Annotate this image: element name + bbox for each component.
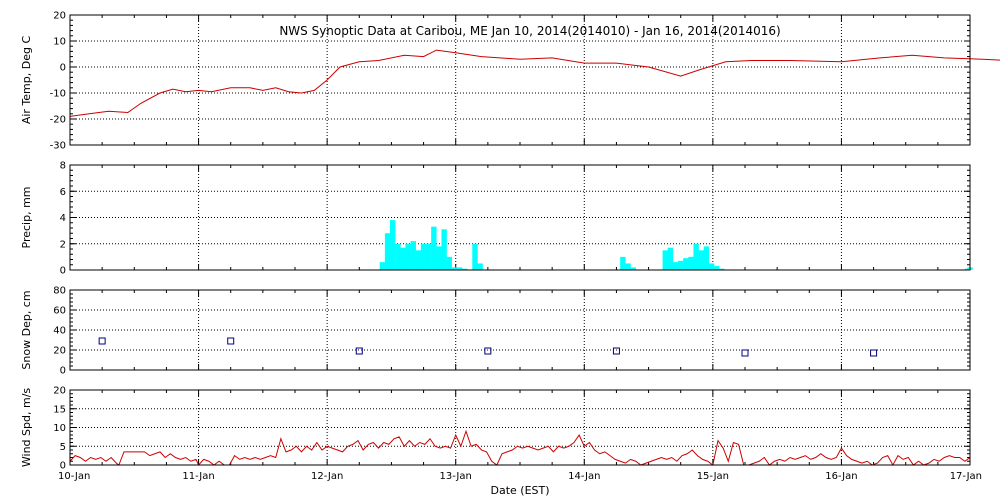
precip-bar	[625, 263, 631, 270]
precip-bar	[462, 268, 468, 270]
snow-point	[227, 337, 235, 345]
precip-bar	[662, 250, 668, 270]
y-tick-label: 40	[53, 326, 66, 337]
snow-point	[355, 347, 363, 355]
x-tick-label: 13-Jan	[440, 471, 472, 482]
precip-bar	[667, 247, 674, 270]
precip-bar	[379, 262, 386, 270]
precip-bar	[472, 243, 478, 270]
precip-bar	[683, 258, 689, 270]
y-tick-label: 10	[53, 423, 66, 434]
y-tick-label: 0	[60, 63, 66, 74]
panel-frame	[69, 289, 971, 371]
precip-bar	[698, 250, 704, 270]
panel-3: 0 20 40 60 80 Snow Dep, cm	[20, 286, 971, 377]
snow-point	[741, 349, 749, 357]
series-line	[69, 429, 971, 467]
panel-1: -30 -20 -10 0 10 20 Air Temp, Deg C	[20, 11, 1000, 152]
precip-bar	[446, 256, 452, 270]
y-tick-label: 6	[60, 187, 66, 198]
precip-bar	[678, 260, 684, 270]
panel-frame	[69, 164, 971, 271]
y-tick-label: -30	[50, 141, 66, 152]
x-axis-label: Date (EST)	[490, 484, 549, 497]
precip-bar	[456, 267, 463, 270]
x-tick-labels: 10-Jan 11-Jan 12-Jan 13-Jan 14-Jan 15-Jan 16-J…	[58, 471, 982, 482]
y-tick-label: 5	[60, 442, 66, 453]
x-tick-label: 10-Jan	[58, 471, 90, 482]
precip-bar	[395, 243, 401, 270]
snow-point	[612, 347, 620, 355]
precip-bar	[714, 266, 720, 270]
y-tick-label: 20	[53, 346, 66, 357]
y-tick-label: 60	[53, 306, 66, 317]
precip-bar	[400, 247, 406, 270]
precip-bar	[431, 226, 437, 270]
y-tick-label: 0	[60, 366, 66, 377]
x-tick-label: 14-Jan	[568, 471, 600, 482]
panels-group: -30 -20 -10 0 10 20 Air Temp, Deg C 0 2 4 6 8 Precip…	[20, 11, 1000, 472]
snow-point	[98, 337, 106, 345]
precip-bar	[703, 246, 710, 270]
precip-bar	[708, 263, 715, 270]
precip-bar	[477, 263, 483, 270]
precip-bar	[390, 220, 396, 270]
y-tick-label: -20	[50, 115, 66, 126]
y-tick-label: 2	[60, 239, 66, 250]
y-tick-label: 20	[53, 386, 66, 397]
precip-bar	[405, 243, 411, 270]
y-axis-label: Wind Spd, m/s	[20, 388, 33, 468]
y-tick-label: 4	[60, 213, 66, 224]
x-tick-label: 12-Jan	[311, 471, 343, 482]
panel-2: 0 2 4 6 8 Precip, mm	[20, 161, 973, 277]
precip-bar	[410, 241, 416, 270]
y-tick-label: 10	[53, 37, 66, 48]
series-line	[69, 49, 1000, 117]
y-tick-label: 15	[53, 404, 66, 415]
x-tick-label: 15-Jan	[697, 471, 729, 482]
chart-title: NWS Synoptic Data at Caribou, ME Jan 10,…	[279, 24, 780, 38]
precip-bar	[451, 267, 458, 270]
x-tick-label: 17-Jan	[950, 471, 982, 482]
y-axis-label: Snow Dep, cm	[20, 290, 33, 369]
precip-bar	[719, 268, 725, 270]
snow-point	[484, 347, 492, 355]
panel-frame	[69, 14, 971, 146]
y-axis-label: Air Temp, Deg C	[20, 36, 33, 125]
snow-point	[870, 349, 878, 357]
precip-bar	[441, 229, 447, 270]
precip-bar	[630, 267, 636, 270]
precip-bar	[426, 243, 432, 270]
precip-bar	[384, 233, 391, 270]
y-tick-label: 0	[60, 461, 66, 472]
precip-bar	[620, 256, 626, 270]
y-tick-label: 8	[60, 161, 66, 172]
precip-bar	[688, 256, 694, 270]
y-tick-label: -10	[50, 89, 66, 100]
panel-4: 0 5 10 15 20 Wind Spd, m/s	[20, 386, 971, 472]
y-tick-label: 80	[53, 286, 66, 297]
x-tick-label: 11-Jan	[182, 471, 214, 482]
precip-bar	[693, 243, 699, 270]
precip-bar	[420, 243, 427, 270]
precip-bar	[672, 262, 679, 270]
y-tick-label: 20	[53, 11, 66, 22]
y-axis-label: Precip, mm	[20, 187, 33, 249]
precip-bar	[436, 246, 442, 270]
panel-frame	[69, 389, 971, 466]
x-tick-label: 16-Jan	[825, 471, 857, 482]
precip-bar	[415, 250, 422, 270]
y-tick-label: 0	[60, 266, 66, 277]
